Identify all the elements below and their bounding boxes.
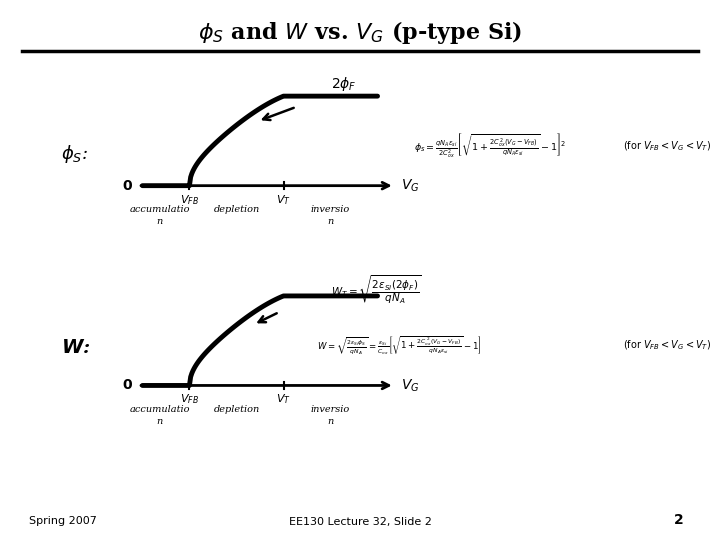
- Text: $\boldsymbol{W}$:: $\boldsymbol{W}$:: [61, 339, 91, 357]
- Text: n: n: [328, 417, 333, 426]
- Text: n: n: [328, 217, 333, 226]
- Text: $2\phi_F$: $2\phi_F$: [330, 76, 356, 93]
- Text: depletion: depletion: [213, 405, 260, 414]
- Text: $V_{FB}$: $V_{FB}$: [180, 393, 199, 407]
- Text: $\phi_S$ and $W$ vs. $V_G$ (p-type Si): $\phi_S$ and $W$ vs. $V_G$ (p-type Si): [198, 19, 522, 46]
- Text: $V_T$: $V_T$: [276, 393, 291, 407]
- Text: (for $V_{FB} < V_G < V_T$): (for $V_{FB} < V_G < V_T$): [623, 139, 711, 153]
- Text: accumulatio: accumulatio: [130, 405, 190, 414]
- Text: $\phi_S$:: $\phi_S$:: [61, 143, 89, 165]
- Text: Spring 2007: Spring 2007: [29, 516, 96, 526]
- Text: EE130 Lecture 32, Slide 2: EE130 Lecture 32, Slide 2: [289, 516, 431, 526]
- Text: $V_T$: $V_T$: [276, 193, 291, 207]
- Text: inversio: inversio: [311, 405, 350, 414]
- Text: n: n: [156, 217, 163, 226]
- Text: 2: 2: [674, 512, 684, 526]
- Text: accumulatio: accumulatio: [130, 205, 190, 214]
- Text: (for $V_{FB} < V_G < V_T$): (for $V_{FB} < V_G < V_T$): [623, 339, 711, 353]
- Text: inversio: inversio: [311, 205, 350, 214]
- Text: $V_G$: $V_G$: [401, 178, 420, 194]
- Text: $V_G$: $V_G$: [401, 377, 420, 394]
- Text: $W_T = \sqrt{\dfrac{2\varepsilon_{Si}(2\phi_F)}{qN_A}}$: $W_T = \sqrt{\dfrac{2\varepsilon_{Si}(2\…: [330, 274, 421, 307]
- Text: $V_{FB}$: $V_{FB}$: [180, 193, 199, 207]
- Text: 0: 0: [122, 179, 132, 193]
- Text: n: n: [156, 417, 163, 426]
- Text: 0: 0: [122, 379, 132, 393]
- Text: depletion: depletion: [213, 205, 260, 214]
- Text: $\phi_s = \frac{qN_A\varepsilon_{si}}{2C_{ox}^2}\left[\sqrt{1+\frac{2C_{ox}^{\,2: $\phi_s = \frac{qN_A\varepsilon_{si}}{2C…: [414, 132, 567, 160]
- Text: $W = \sqrt{\frac{2\varepsilon_{Si}\phi_S}{qN_A}} = \frac{\varepsilon_{Si}}{C_{ox: $W = \sqrt{\frac{2\varepsilon_{Si}\phi_S…: [317, 334, 482, 357]
